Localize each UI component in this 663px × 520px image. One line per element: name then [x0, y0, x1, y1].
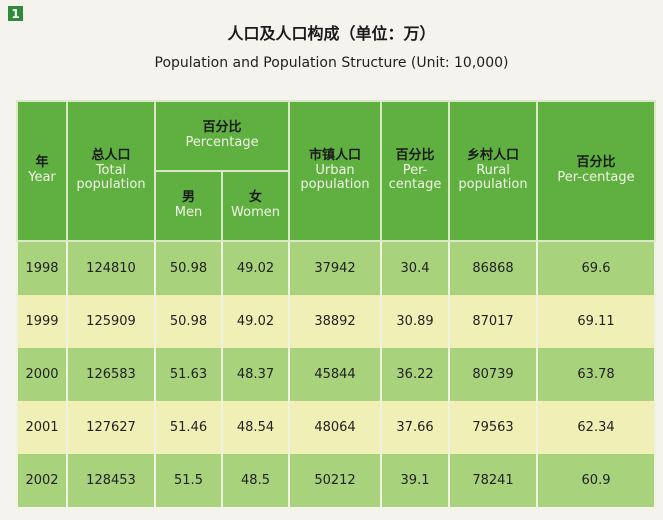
- cell-men-percentage: 51.46: [154, 401, 223, 454]
- cell-rural-percentage: 69.6: [536, 241, 657, 295]
- cell-rural-population: 78241: [448, 454, 539, 507]
- cell-women-percentage: 48.37: [220, 348, 291, 401]
- cell-urban-population: 45844: [288, 348, 383, 401]
- table-row: 2000 126583 51.63 48.37 45844 36.22 80739 63.78: [16, 348, 657, 401]
- cell-men-percentage: 50.98: [154, 295, 223, 348]
- cell-urban-percentage: 30.89: [380, 295, 451, 348]
- cell-rural-percentage: 69.11: [536, 295, 657, 348]
- cell-year: 2000: [16, 348, 68, 401]
- cell-women-percentage: 48.5: [220, 454, 291, 507]
- cell-rural-population: 79563: [448, 401, 539, 454]
- cell-urban-population: 50212: [288, 454, 383, 507]
- header-total-population: 总人口 Total population: [66, 100, 156, 242]
- table-row: 1999 125909 50.98 49.02 38892 30.89 87017 69.11: [16, 295, 657, 348]
- cell-women-percentage: 49.02: [220, 241, 291, 295]
- cell-urban-percentage: 37.66: [380, 401, 451, 454]
- cell-total-population: 124810: [66, 241, 156, 295]
- table-row: 2001 127627 51.46 48.54 48064 37.66 79563 62.34: [16, 401, 657, 454]
- header-urban-percentage: 百分比 Per-centage: [380, 100, 451, 242]
- table-row: 1998 124810 50.98 49.02 37942 30.4 86868 69.6: [16, 241, 657, 295]
- cell-total-population: 125909: [66, 295, 156, 348]
- cell-year: 1998: [16, 241, 68, 295]
- cell-total-population: 126583: [66, 348, 156, 401]
- section-number-badge: 1: [8, 6, 23, 21]
- cell-urban-percentage: 39.1: [380, 454, 451, 507]
- header-urban-population: 市镇人口 Urban population: [288, 100, 383, 242]
- table-title-english: Population and Population Structure (Uni…: [154, 55, 509, 71]
- cell-rural-population: 87017: [448, 295, 539, 348]
- table-title-chinese: 人口及人口构成（单位：万）: [227, 24, 436, 43]
- cell-year: 2002: [16, 454, 68, 507]
- header-men: 男 Men: [154, 170, 223, 242]
- header-year: 年 Year: [16, 100, 68, 242]
- cell-urban-population: 38892: [288, 295, 383, 348]
- cell-year: 2001: [16, 401, 68, 454]
- header-rural-percentage: 百分比 Per-centage: [536, 100, 657, 242]
- cell-women-percentage: 49.02: [220, 295, 291, 348]
- table-body: 1998 124810 50.98 49.02 37942 30.4 86868 69.6 19…: [16, 241, 657, 507]
- table-row: 2002 128453 51.5 48.5 50212 39.1 78241 60.9: [16, 454, 657, 507]
- cell-rural-percentage: 62.34: [536, 401, 657, 454]
- cell-rural-population: 80739: [448, 348, 539, 401]
- cell-rural-percentage: 60.9: [536, 454, 657, 507]
- cell-urban-population: 37942: [288, 241, 383, 295]
- cell-total-population: 128453: [66, 454, 156, 507]
- cell-rural-percentage: 63.78: [536, 348, 657, 401]
- cell-urban-percentage: 36.22: [380, 348, 451, 401]
- cell-women-percentage: 48.54: [220, 401, 291, 454]
- cell-rural-population: 86868: [448, 241, 539, 295]
- cell-urban-population: 48064: [288, 401, 383, 454]
- cell-men-percentage: 51.63: [154, 348, 223, 401]
- header-rural-population: 乡村人口 Rural population: [448, 100, 539, 242]
- cell-urban-percentage: 30.4: [380, 241, 451, 295]
- header-percentage-group: 百分比 Percentage: [153, 100, 291, 172]
- cell-total-population: 127627: [66, 401, 156, 454]
- cell-year: 1999: [16, 295, 68, 348]
- population-table: 年 Year 总人口 Total population 百分比 Percenta…: [16, 100, 657, 507]
- header-women: 女 Women: [220, 170, 291, 242]
- cell-men-percentage: 51.5: [154, 454, 223, 507]
- cell-men-percentage: 50.98: [154, 241, 223, 295]
